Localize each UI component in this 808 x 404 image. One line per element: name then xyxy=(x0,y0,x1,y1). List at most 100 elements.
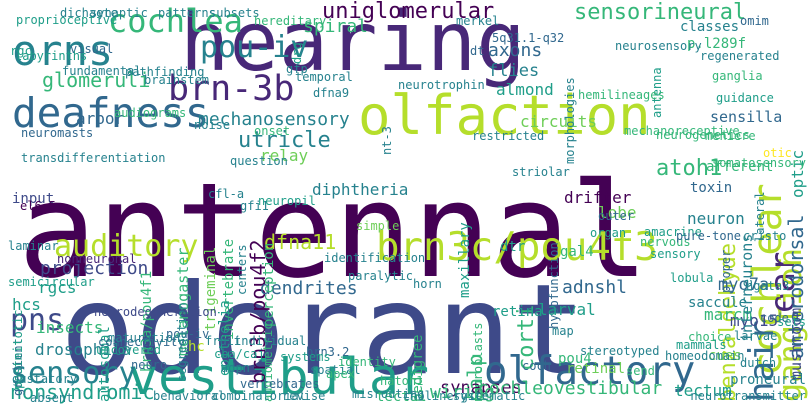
cloud-word: temporal xyxy=(295,70,353,84)
cloud-word: dutch xyxy=(740,356,777,370)
cloud-word: rgcs xyxy=(38,278,77,297)
cloud-word: brainstem xyxy=(144,73,210,87)
cloud-word: cochlea xyxy=(108,2,243,40)
cloud-word: audiograms xyxy=(114,106,187,120)
cloud-word: classes xyxy=(680,19,740,35)
cloud-word: hc xyxy=(188,339,205,355)
cloud-word: gfi1 xyxy=(240,199,269,213)
cloud-word: map xyxy=(552,324,574,338)
cloud-word: onset xyxy=(254,124,291,138)
cloud-word: maxillary xyxy=(457,222,473,299)
cloud-word: drosophila xyxy=(35,340,132,359)
cloud-word: drg xyxy=(290,42,304,65)
cloud-word: centers xyxy=(235,244,249,296)
cloud-word: cfl-a xyxy=(208,187,245,201)
cloud-word: nt-3 xyxy=(380,125,394,155)
cloud-word: myo7a xyxy=(718,275,770,295)
cloud-word: neuropil xyxy=(258,194,316,208)
cloud-word: gal4 xyxy=(560,244,594,260)
cloud-word: proper xyxy=(719,249,733,293)
cloud-word: paralytic xyxy=(348,269,414,283)
cloud-word: morphologies xyxy=(563,77,577,165)
cloud-word: adpn xyxy=(221,361,250,375)
cloud-word: spiral xyxy=(303,16,369,37)
cloud-word: dichaete xyxy=(60,6,118,20)
cloud-word: sensory xyxy=(650,247,701,261)
cloud-word: neurotrophin xyxy=(398,78,485,92)
cloud-word: coch xyxy=(522,359,551,373)
cloud-word: cochleovestibular xyxy=(478,378,663,399)
cloud-word: circuits xyxy=(520,112,598,131)
cloud-word: projection xyxy=(40,258,149,279)
cloud-word: sensory xyxy=(10,356,137,391)
cloud-word: ganglia xyxy=(712,69,763,83)
cloud-word: sensilla xyxy=(710,108,783,126)
cloud-word: relay xyxy=(260,146,309,165)
cloud-word: proprioceptive xyxy=(16,13,118,27)
cloud-word: organ xyxy=(590,226,627,240)
cloud-word: otic xyxy=(763,146,792,160)
cloud-word: apex xyxy=(326,367,355,381)
cloud-word: input xyxy=(12,191,55,207)
cloud-word: dendrites xyxy=(260,278,358,299)
cloud-word: proneural xyxy=(730,372,806,388)
cloud-word: pathfinding xyxy=(125,65,205,79)
cloud-word: fruit xyxy=(205,334,242,348)
cloud-word: auditory xyxy=(54,229,199,264)
cloud-word: mechanoreceptive xyxy=(624,124,740,138)
cloud-word: hearing xyxy=(180,0,526,90)
cloud-word: neurogenetics xyxy=(656,128,750,142)
cloud-word: laminar xyxy=(8,239,59,253)
cloud-word: pns xyxy=(10,303,65,338)
cloud-word: pou4 xyxy=(558,351,592,367)
cloud-word: insects xyxy=(36,318,104,337)
cloud-word: cba/caj xyxy=(214,347,265,361)
cloud-word: omim xyxy=(740,14,769,28)
cloud-word: guidance xyxy=(716,91,774,105)
cloud-word: misrouting xyxy=(352,387,425,401)
cloud-word: brn-3b xyxy=(168,69,295,109)
cloud-word: semicircular xyxy=(8,275,95,289)
cloud-word: retina xyxy=(492,304,543,320)
cloud-word: systems xyxy=(280,350,331,364)
cloud-word: homeodomain xyxy=(665,349,745,363)
cloud-word: utricle xyxy=(238,128,331,153)
cloud-word: larvae xyxy=(734,329,778,343)
cloud-word: vertebrates xyxy=(240,377,320,391)
cloud-word: amacrine xyxy=(644,225,702,239)
cloud-word: larval xyxy=(538,300,596,319)
cloud-word: send xyxy=(626,364,655,378)
cloud-word: regenerated xyxy=(700,49,780,63)
cloud-word: choice xyxy=(688,330,732,344)
cloud-word: neurotransmitter xyxy=(690,389,806,403)
cloud-word: uncovered xyxy=(96,343,162,357)
cloud-word: neuromasts xyxy=(21,126,94,140)
cloud-word: vestibular xyxy=(128,348,430,404)
cloud-word: tectum xyxy=(674,381,732,400)
cloud-word: striolar xyxy=(512,165,570,179)
cloud-word: wiring xyxy=(430,382,496,403)
cloud-word: patterns xyxy=(158,6,216,20)
cloud-word: hereditary xyxy=(254,14,327,28)
cloud-word: pou-iv xyxy=(166,327,210,341)
cloud-word: deafness xyxy=(12,89,210,137)
cloud-word: nervous xyxy=(640,235,691,249)
cloud-word: mechanosensory xyxy=(198,109,350,130)
cloud-word: identity xyxy=(338,355,396,369)
cloud-word: neurodegeneration xyxy=(94,305,217,319)
cloud-word: glomeruli xyxy=(42,68,151,92)
cloud-word: horn xyxy=(413,277,442,291)
cloud-word: maturation xyxy=(108,331,181,345)
cloud-word: transdifferentiation xyxy=(21,151,166,165)
cloud-word: saccule xyxy=(688,295,748,311)
cloud-word: tectal xyxy=(376,389,427,404)
cloud-word: adnshl xyxy=(562,277,628,298)
cloud-word: outer xyxy=(598,209,635,223)
cloud-word: dfna9 xyxy=(313,86,350,100)
cloud-word: noise xyxy=(194,118,231,132)
cloud-word: pou-iv xyxy=(200,30,309,65)
cloud-word: diphtheria xyxy=(312,180,409,199)
cloud-word: stereotyped xyxy=(580,344,660,358)
cloud-word: systematic xyxy=(453,389,526,403)
cloud-word: myo15 xyxy=(730,311,779,330)
